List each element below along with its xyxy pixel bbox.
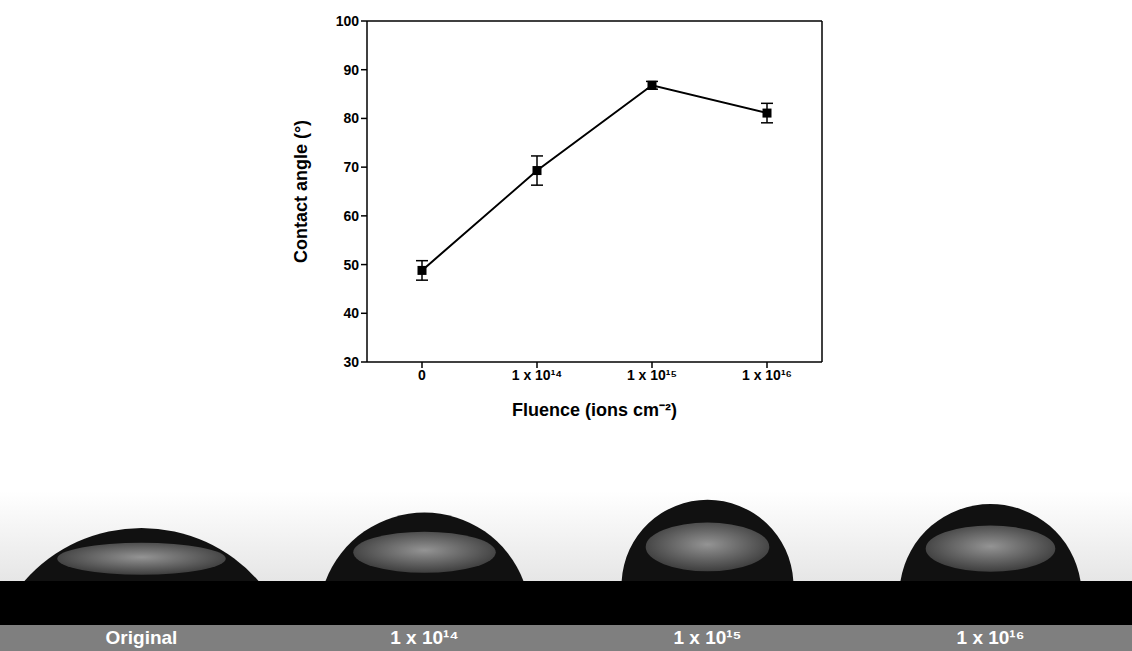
svg-text:100: 100 bbox=[336, 13, 360, 29]
svg-text:30: 30 bbox=[343, 354, 359, 370]
svg-text:Original: Original bbox=[106, 627, 178, 648]
svg-text:0: 0 bbox=[418, 367, 426, 383]
svg-text:1 x 10¹⁵: 1 x 10¹⁵ bbox=[627, 367, 677, 383]
svg-text:90: 90 bbox=[343, 62, 359, 78]
svg-text:Fluence (ions cm⁻²): Fluence (ions cm⁻²) bbox=[512, 400, 677, 420]
svg-text:40: 40 bbox=[343, 305, 359, 321]
svg-text:1 x 10¹⁴: 1 x 10¹⁴ bbox=[512, 367, 563, 383]
svg-text:1 x 10¹⁶: 1 x 10¹⁶ bbox=[957, 627, 1025, 648]
svg-text:1 x 10¹⁶: 1 x 10¹⁶ bbox=[742, 367, 792, 383]
svg-text:80: 80 bbox=[343, 110, 359, 126]
svg-text:Contact angle (°): Contact angle (°) bbox=[291, 120, 311, 263]
svg-text:60: 60 bbox=[343, 208, 359, 224]
svg-text:1 x 10¹⁵: 1 x 10¹⁵ bbox=[673, 627, 741, 648]
svg-text:70: 70 bbox=[343, 159, 359, 175]
svg-text:50: 50 bbox=[343, 257, 359, 273]
svg-text:1 x 10¹⁴: 1 x 10¹⁴ bbox=[390, 627, 459, 648]
